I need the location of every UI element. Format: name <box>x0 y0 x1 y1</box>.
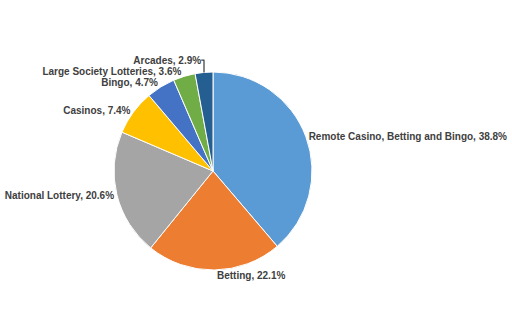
svg-text:National Lottery, 20.6%: National Lottery, 20.6% <box>5 190 114 201</box>
svg-text:Bingo, 4.7%: Bingo, 4.7% <box>101 77 158 88</box>
svg-text:Betting, 22.1%: Betting, 22.1% <box>217 270 285 281</box>
svg-text:Casinos, 7.4%: Casinos, 7.4% <box>63 105 130 116</box>
svg-text:Large Society Lotteries, 3.6%: Large Society Lotteries, 3.6% <box>42 66 181 77</box>
svg-text:Arcades, 2.9%: Arcades, 2.9% <box>133 55 201 66</box>
svg-text:Remote Casino, Betting and Bin: Remote Casino, Betting and Bingo, 38.8% <box>309 131 507 142</box>
